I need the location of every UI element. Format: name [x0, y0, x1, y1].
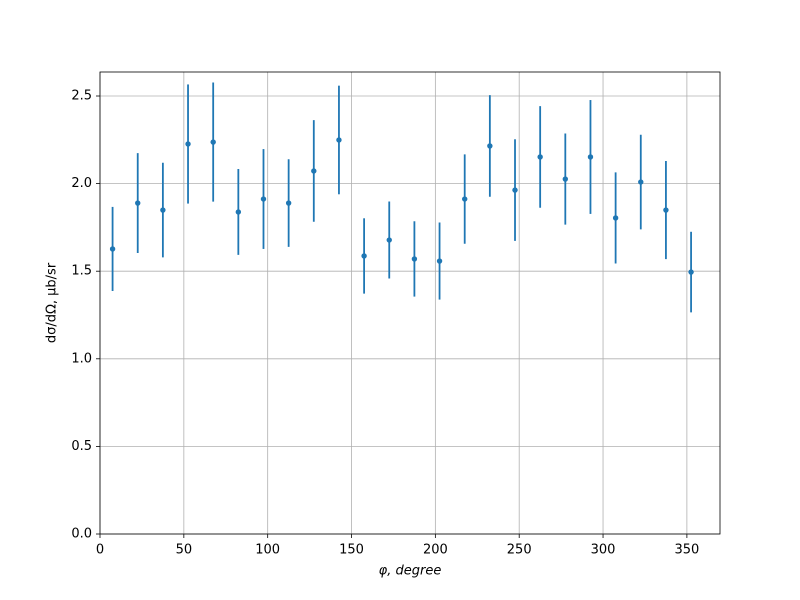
y-tick-label: 1.5 — [71, 264, 92, 279]
point — [311, 168, 317, 174]
point — [638, 179, 644, 185]
x-tick-label: 350 — [674, 543, 699, 558]
point — [361, 253, 367, 259]
x-axis-label: φ, degree — [379, 564, 442, 579]
y-tick-label: 0.0 — [71, 527, 92, 542]
y-axis-label: dσ/dΩ, μb/sr — [45, 262, 60, 343]
point — [512, 187, 518, 193]
plot-frame — [99, 71, 721, 535]
point — [587, 154, 594, 160]
point — [663, 207, 669, 213]
x-tick-label: 50 — [176, 543, 193, 558]
x-tick-label: 250 — [507, 543, 532, 558]
y-tick-label: 1.0 — [71, 351, 92, 366]
point — [135, 200, 141, 206]
x-tick-label: 100 — [255, 543, 280, 558]
point — [537, 154, 543, 160]
point — [285, 200, 292, 206]
x-tick-label: 150 — [339, 543, 364, 558]
point — [612, 215, 619, 221]
point — [562, 176, 569, 182]
point — [386, 237, 392, 243]
point — [688, 269, 694, 275]
point — [411, 256, 418, 262]
point — [109, 246, 116, 252]
y-tick-label: 2.5 — [71, 89, 92, 104]
y-tick-label: 0.5 — [71, 439, 92, 454]
y-tick-label: 2.0 — [71, 176, 92, 191]
point — [235, 209, 242, 215]
x-tick-label: 0 — [96, 543, 104, 558]
point — [210, 139, 216, 145]
point — [436, 258, 443, 264]
point — [185, 141, 191, 147]
point — [487, 143, 493, 149]
point — [160, 207, 166, 213]
x-tick-label: 200 — [423, 543, 448, 558]
x-tick-label: 300 — [591, 543, 616, 558]
point — [260, 196, 267, 202]
point — [462, 196, 468, 202]
point — [336, 137, 342, 143]
